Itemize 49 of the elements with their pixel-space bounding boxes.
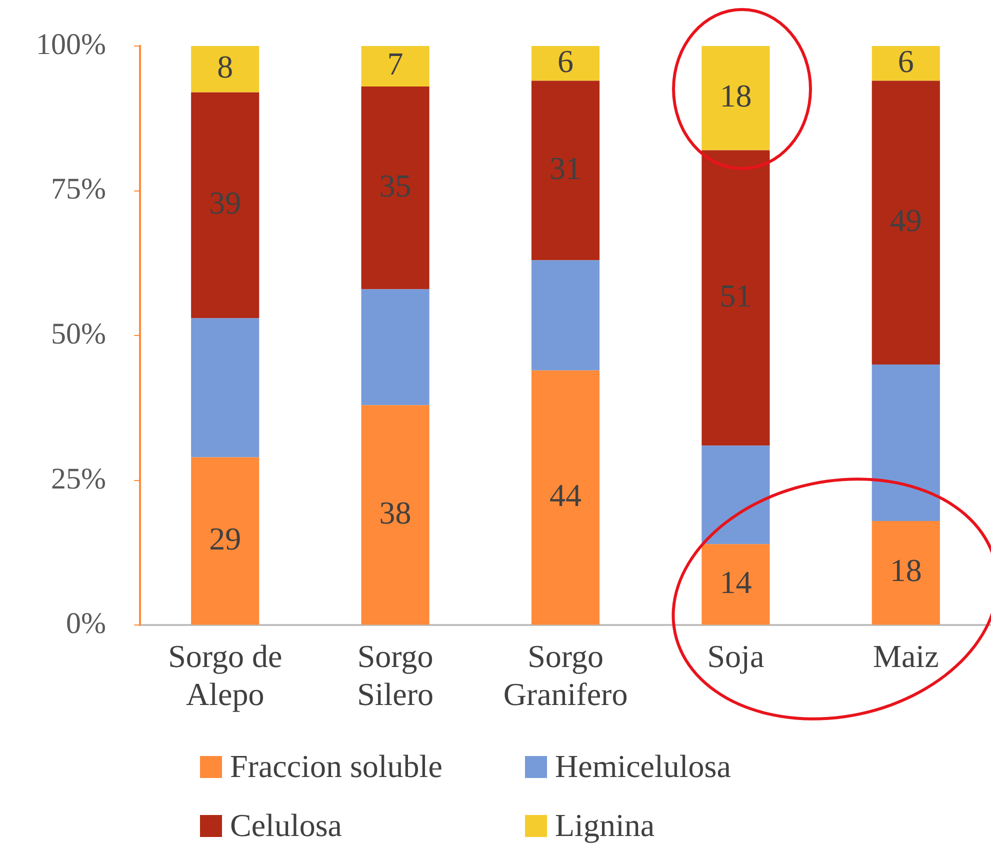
y-tick-label: 100% <box>36 28 106 61</box>
y-tick-label: 50% <box>51 317 106 350</box>
y-tick-label: 0% <box>66 607 106 640</box>
bar <box>191 92 260 318</box>
data-label: 39 <box>209 184 242 221</box>
x-tick-label: Soja <box>707 638 764 674</box>
x-tick-label: Sorgo de Alepo <box>168 638 282 712</box>
x-tick-label: Sorgo Granifero <box>503 638 628 712</box>
data-label: 6 <box>898 42 914 79</box>
bar <box>531 260 600 370</box>
bar <box>191 457 260 625</box>
x-tick-label: Sorgo Silero <box>357 638 434 712</box>
bar <box>361 46 430 87</box>
legend-label: Celulosa <box>230 807 342 844</box>
data-label: 6 <box>558 42 574 79</box>
data-label: 18 <box>890 552 922 588</box>
bar <box>702 46 770 150</box>
bar <box>872 364 940 521</box>
data-label: 14 <box>720 564 752 600</box>
data-label: 38 <box>379 494 412 530</box>
bar <box>191 318 260 458</box>
bar <box>702 544 770 625</box>
bar <box>531 46 600 81</box>
data-label: 51 <box>720 277 752 314</box>
legend-label: Hemicelulosa <box>555 748 731 785</box>
bar <box>361 289 430 406</box>
data-label: 8 <box>217 48 234 85</box>
bar <box>361 405 430 625</box>
bar <box>702 446 770 544</box>
bar <box>872 80 940 365</box>
bar <box>872 520 940 625</box>
y-tick-label: 75% <box>51 172 106 206</box>
y-tick-label: 25% <box>51 462 106 496</box>
legend-label: Lignina <box>555 807 655 844</box>
bar <box>361 86 430 290</box>
legend-label: Fraccion soluble <box>230 748 442 785</box>
x-tick-label: Maiz <box>873 638 939 674</box>
bar <box>872 46 940 81</box>
bar <box>531 370 600 625</box>
data-label: 18 <box>720 78 752 114</box>
data-label: 31 <box>550 150 582 186</box>
bar <box>531 80 600 260</box>
data-label: 7 <box>387 46 404 82</box>
bar <box>702 150 770 446</box>
data-label: 29 <box>209 520 242 556</box>
data-label: 49 <box>890 202 922 238</box>
data-label: 44 <box>550 476 582 513</box>
bar <box>191 46 260 92</box>
data-label: 35 <box>379 167 412 204</box>
